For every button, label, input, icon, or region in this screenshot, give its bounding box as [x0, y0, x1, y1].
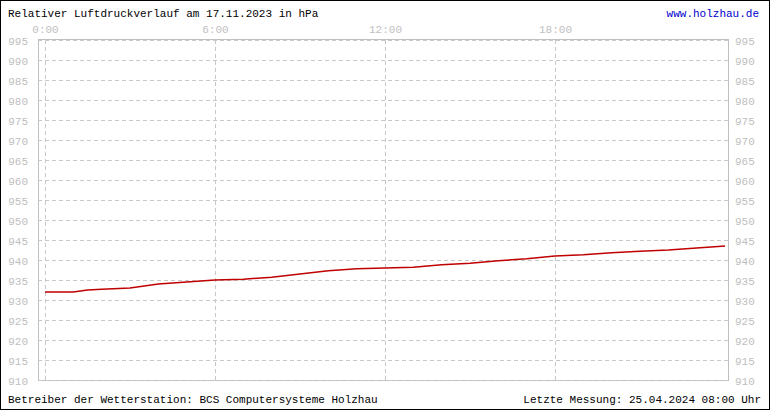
y-grid-line — [38, 300, 728, 301]
y-tick-label-right: 960 — [735, 176, 755, 188]
y-grid-line — [38, 180, 728, 181]
y-grid-line — [38, 340, 728, 341]
y-tick-label-left: 915 — [8, 356, 28, 368]
y-tick-label-left: 940 — [8, 256, 28, 268]
y-grid-line — [38, 240, 728, 241]
y-tick-label-right: 955 — [735, 196, 755, 208]
y-grid-line — [38, 60, 728, 61]
plot-frame — [39, 40, 729, 381]
y-grid-line — [38, 160, 728, 161]
y-grid-line — [38, 360, 728, 361]
y-tick-label-left: 995 — [8, 36, 28, 48]
y-tick-label-right: 950 — [735, 216, 755, 228]
y-tick-label-left: 955 — [8, 196, 28, 208]
y-grid-line — [38, 140, 728, 141]
y-tick-label-left: 945 — [8, 236, 28, 248]
y-tick-label-left: 985 — [8, 76, 28, 88]
y-tick-label-left: 965 — [8, 156, 28, 168]
y-tick-label-right: 995 — [735, 36, 755, 48]
y-tick-label-left: 975 — [8, 116, 28, 128]
y-grid-line — [38, 100, 728, 101]
x-tick-label: 0:00 — [32, 24, 58, 36]
x-tick-label: 18:00 — [539, 24, 572, 36]
y-grid-line — [38, 80, 728, 81]
y-tick-label-right: 910 — [735, 376, 755, 388]
y-tick-label-left: 930 — [8, 296, 28, 308]
y-tick-label-left: 980 — [8, 96, 28, 108]
outer-border — [1, 1, 770, 410]
y-grid-line — [38, 220, 728, 221]
y-grid-line — [38, 200, 728, 201]
y-tick-label-left: 970 — [8, 136, 28, 148]
x-tick-label: 12:00 — [369, 24, 402, 36]
y-tick-label-right: 965 — [735, 156, 755, 168]
source-url: www.holzhau.de — [667, 8, 759, 20]
y-tick-label-left: 910 — [8, 376, 28, 388]
y-grid-line — [38, 40, 728, 41]
y-grid-line — [38, 320, 728, 321]
y-tick-label-right: 930 — [735, 296, 755, 308]
title: Relativer Luftdruckverlauf am 17.11.2023… — [8, 8, 319, 20]
plot-area — [45, 246, 725, 292]
y-tick-label-left: 920 — [8, 336, 28, 348]
y-tick-label-right: 915 — [735, 356, 755, 368]
y-grid-line — [38, 380, 728, 381]
y-tick-label-left: 935 — [8, 276, 28, 288]
y-grid-line — [38, 120, 728, 121]
x-grid-line — [45, 40, 46, 380]
y-tick-label-right: 945 — [735, 236, 755, 248]
y-tick-label-right: 990 — [735, 56, 755, 68]
x-tick-label: 6:00 — [202, 24, 228, 36]
y-grid-line — [38, 280, 728, 281]
footer-right: Letzte Messung: 25.04.2024 08:00 Uhr — [523, 394, 761, 406]
y-tick-label-right: 920 — [735, 336, 755, 348]
x-grid-line — [555, 40, 556, 380]
y-tick-label-right: 925 — [735, 316, 755, 328]
x-grid-line — [215, 40, 216, 380]
footer-left: Betreiber der Wetterstation: BCS Compute… — [8, 394, 378, 406]
y-tick-label-right: 935 — [735, 276, 755, 288]
y-tick-label-right: 975 — [735, 116, 755, 128]
y-tick-label-right: 980 — [735, 96, 755, 108]
y-grid-line — [38, 260, 728, 261]
y-tick-label-right: 970 — [735, 136, 755, 148]
y-tick-label-right: 940 — [735, 256, 755, 268]
pressure-line — [45, 246, 725, 292]
x-grid-line — [385, 40, 386, 380]
y-tick-label-right: 985 — [735, 76, 755, 88]
y-tick-label-left: 925 — [8, 316, 28, 328]
y-tick-label-left: 990 — [8, 56, 28, 68]
y-tick-label-left: 950 — [8, 216, 28, 228]
y-tick-label-left: 960 — [8, 176, 28, 188]
